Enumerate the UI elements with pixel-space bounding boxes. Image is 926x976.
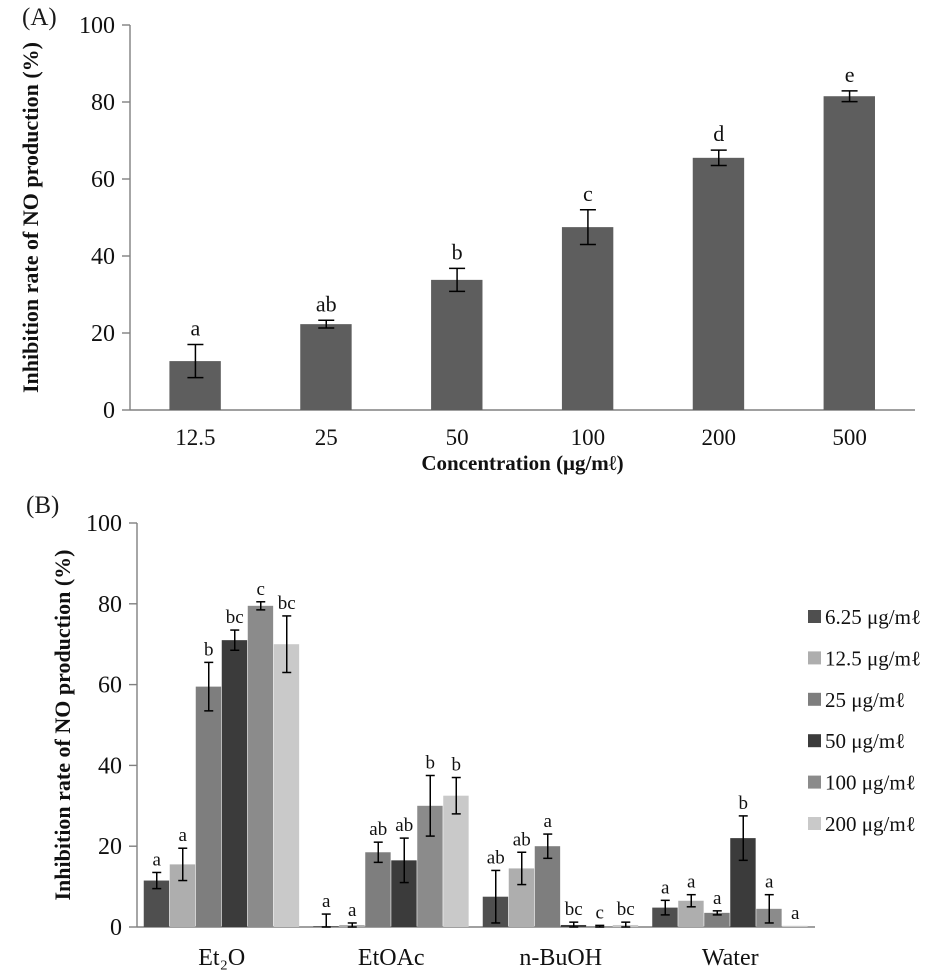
legend-swatch (808, 651, 821, 665)
y-tick-label: 0 (103, 398, 115, 424)
sig-letter: bc (565, 899, 583, 920)
category-label: EtOAc (358, 945, 425, 971)
bar (561, 227, 614, 410)
bar (534, 846, 561, 927)
legend-swatch (808, 734, 821, 748)
legend-swatch (808, 610, 821, 623)
category-label: 500 (832, 425, 867, 450)
legend-label: 25 μg/mℓ (825, 688, 905, 712)
bar (221, 640, 248, 927)
sig-letter: b (452, 239, 463, 264)
sig-letter: c (583, 181, 593, 206)
category-label: Water (702, 945, 759, 971)
sig-letter: b (452, 755, 462, 776)
bar (195, 686, 222, 927)
sig-letter: a (687, 872, 696, 893)
category-label: 25 (315, 425, 338, 450)
category-label: n-BuOH (519, 945, 602, 971)
bar (652, 907, 678, 927)
sig-letter: c (257, 579, 265, 600)
y-tick-label: 60 (98, 673, 122, 699)
sig-letter: a (348, 900, 357, 921)
bar (443, 795, 469, 927)
y-tick-label: 40 (91, 244, 115, 270)
sig-letter: c (596, 902, 604, 923)
bar (431, 279, 483, 410)
bar (782, 925, 808, 927)
sig-letter: a (661, 877, 670, 898)
bar (692, 157, 745, 410)
y-tick-label: 60 (91, 167, 115, 193)
category-label: 12.5 (175, 425, 215, 450)
panel-a-chart: 0 20 40 60 80 100 12.5 a 25 ab 50 b 100 c 200 d 500 e Conc… (18, 13, 915, 475)
legend-label: 200 μg/mℓ (825, 812, 916, 836)
y-tick-label: 100 (79, 13, 115, 39)
sig-letter: a (153, 849, 162, 870)
panel-b-label: (B) (26, 492, 60, 519)
legend-swatch (808, 775, 821, 789)
sig-letter: d (713, 121, 724, 146)
sig-letter: ab (513, 829, 531, 850)
y-tick-label: 80 (91, 90, 115, 116)
legend-label: 100 μg/mℓ (825, 771, 916, 795)
sig-letter: bc (617, 899, 635, 920)
legend-label: 50 μg/mℓ (825, 729, 905, 753)
legend-swatch (808, 692, 821, 706)
y-tick-label: 80 (98, 592, 122, 618)
bar (365, 852, 391, 927)
category-label: 200 (702, 425, 737, 450)
legend-label: 6.25 μg/mℓ (825, 605, 921, 629)
sig-letter: a (791, 903, 800, 924)
y-tick-label: 40 (98, 753, 122, 779)
y-tick-label: 100 (86, 511, 122, 537)
sig-letter: bc (278, 593, 296, 614)
bar (273, 644, 300, 927)
sig-letter: a (713, 888, 722, 909)
sig-letter: b (426, 753, 436, 774)
sig-letter: b (739, 793, 749, 814)
sig-letter: a (322, 891, 331, 912)
sig-letter: a (765, 872, 774, 893)
sig-letter: a (544, 811, 553, 832)
sig-letter: ab (395, 815, 413, 836)
category-label: 100 (571, 425, 606, 450)
sig-letter: a (191, 316, 201, 341)
bar (704, 912, 730, 927)
bar (823, 96, 875, 410)
y-tick-label: 20 (98, 834, 122, 860)
sig-letter: a (179, 825, 188, 846)
y-axis-title: Inhibition rate of NO production (%) (18, 42, 43, 393)
sig-letter: b (204, 639, 214, 660)
bar (300, 324, 352, 410)
y-tick-label: 0 (110, 915, 122, 941)
y-tick-label: 20 (91, 321, 115, 347)
sig-letter: e (845, 62, 855, 87)
bar (247, 605, 274, 927)
category-label: 50 (446, 425, 469, 450)
sig-letter: ab (316, 291, 337, 316)
category-label: Et₂O (198, 945, 245, 971)
sig-letter: ab (369, 819, 387, 840)
panel-a-label: (A) (22, 4, 57, 31)
y-axis-title: Inhibition rate of NO production (%) (50, 549, 75, 900)
x-axis-title: Concentration (μg/mℓ) (421, 451, 623, 475)
sig-letter: ab (487, 847, 505, 868)
sig-letter: bc (226, 607, 244, 628)
legend-label: 12.5 μg/mℓ (825, 646, 921, 670)
legend-swatch (808, 817, 821, 830)
